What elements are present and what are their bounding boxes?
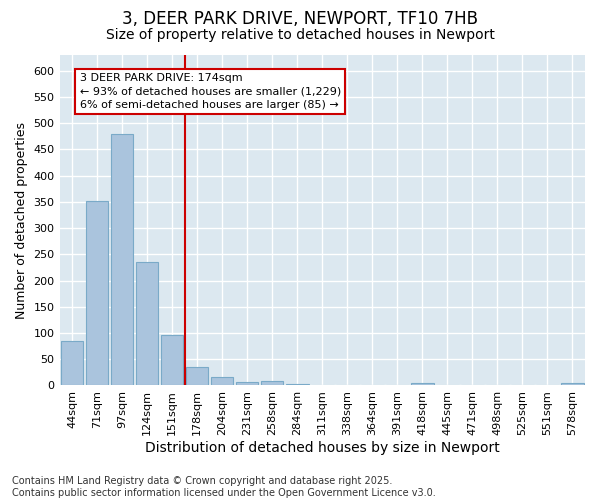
Text: 3, DEER PARK DRIVE, NEWPORT, TF10 7HB: 3, DEER PARK DRIVE, NEWPORT, TF10 7HB [122,10,478,28]
Text: Size of property relative to detached houses in Newport: Size of property relative to detached ho… [106,28,494,42]
Bar [261,382,283,386]
Bar [136,262,158,386]
Bar [86,201,109,386]
Bar [111,134,133,386]
Text: Contains HM Land Registry data © Crown copyright and database right 2025.
Contai: Contains HM Land Registry data © Crown c… [12,476,436,498]
X-axis label: Distribution of detached houses by size in Newport: Distribution of detached houses by size … [145,441,500,455]
Bar [561,384,584,386]
Bar [286,384,308,386]
Bar [161,334,184,386]
Text: 3 DEER PARK DRIVE: 174sqm
← 93% of detached houses are smaller (1,229)
6% of sem: 3 DEER PARK DRIVE: 174sqm ← 93% of detac… [80,74,341,110]
Bar [211,376,233,386]
Bar [61,341,83,386]
Bar [411,383,434,386]
Bar [186,367,208,386]
Bar [236,382,259,386]
Y-axis label: Number of detached properties: Number of detached properties [15,122,28,318]
